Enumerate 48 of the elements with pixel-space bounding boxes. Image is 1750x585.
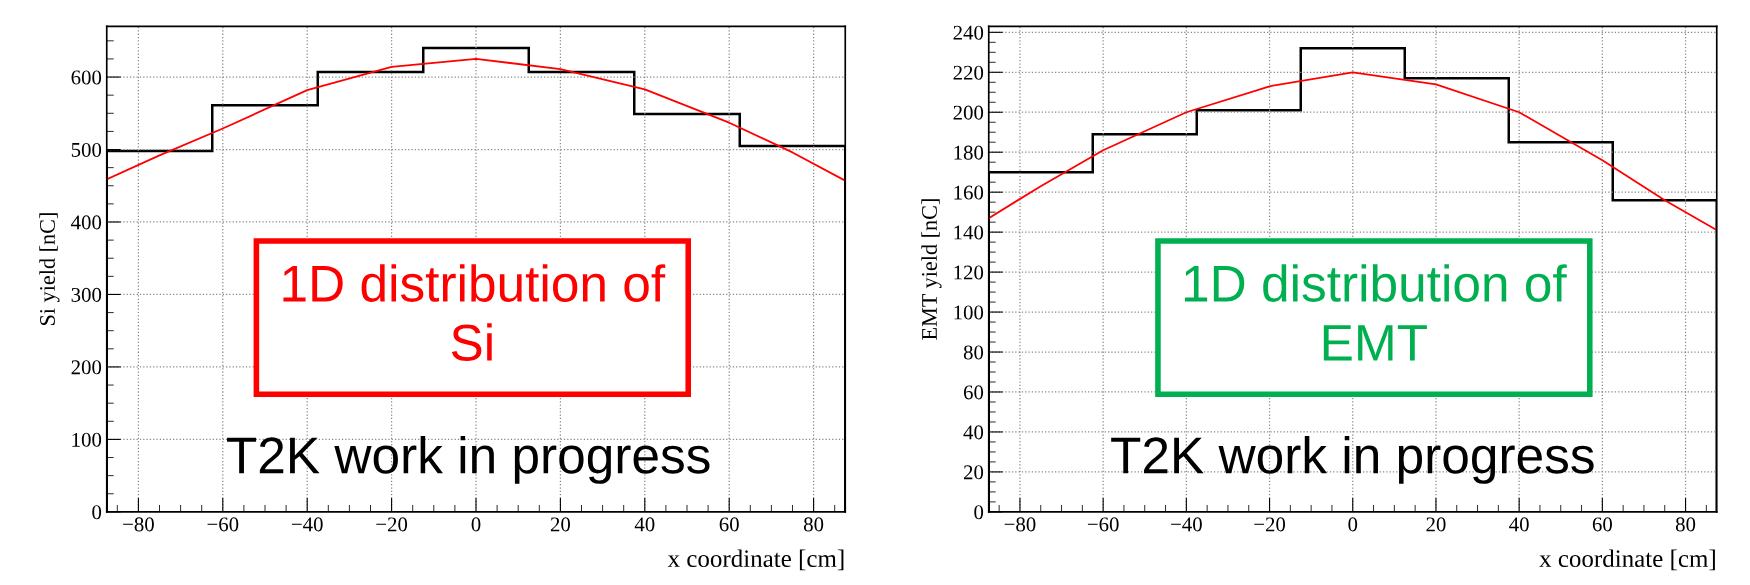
y-tick-label: 100 [72,432,102,447]
x-tick-label: −80 [1004,517,1036,532]
y-tick-label: 200 [71,360,102,375]
y-tick-label: 200 [953,105,984,120]
annotation: 1D distribution of Si [283,264,666,361]
x-tick-label: −80 [123,517,154,532]
x-tick-label: 0 [471,517,481,532]
line-series [106,58,846,182]
y-tick-label: 400 [71,215,102,230]
y-tick-label: 0 [974,505,984,520]
x-tick-label: 80 [803,517,824,532]
y-tick-label: 500 [71,142,102,157]
y-tick-label: 220 [953,65,984,80]
annotation: T2K work in progress [227,435,710,484]
annotation: 1D distribution of EMT [1184,264,1567,361]
y-tick-label: 140 [954,225,984,240]
y-axis-title: EMT yield [nC] [921,199,942,340]
y-tick-label: 600 [71,70,102,85]
y-tick-label: 300 [71,287,102,302]
x-axis-title: x coordinate [cm] [667,549,844,571]
x-tick-label: −60 [1087,517,1119,532]
x-tick-label: −20 [376,517,408,532]
line-series [988,71,1717,232]
y-tick-label: 240 [953,25,984,40]
y-tick-label: 20 [963,465,984,480]
x-tick-label: 60 [1592,517,1612,532]
y-tick-label: 0 [92,505,102,520]
x-tick-label: 20 [550,517,571,532]
x-tick-label: 20 [1426,517,1446,532]
x-tick-label: 80 [1675,517,1696,532]
x-tick-label: 40 [1509,517,1529,532]
y-tick-label: 120 [954,265,984,280]
x-tick-label: 40 [634,517,655,532]
x-tick-label: 60 [719,517,739,532]
x-tick-label: −40 [291,517,323,532]
y-tick-label: 40 [963,425,984,440]
x-axis-title: x coordinate [cm] [1539,549,1715,571]
x-tick-label: 0 [1348,517,1358,532]
x-tick-label: −60 [207,517,239,532]
x-tick-label: −20 [1254,517,1286,532]
y-tick-label: 160 [954,185,984,200]
x-tick-label: −40 [1171,517,1202,532]
y-tick-label: 180 [954,145,984,160]
annotation: T2K work in progress [1111,435,1594,484]
y-axis-title: Si yield [nC] [39,213,60,326]
y-tick-label: 100 [954,305,984,320]
y-tick-label: 80 [963,345,984,360]
y-tick-label: 60 [963,385,984,400]
